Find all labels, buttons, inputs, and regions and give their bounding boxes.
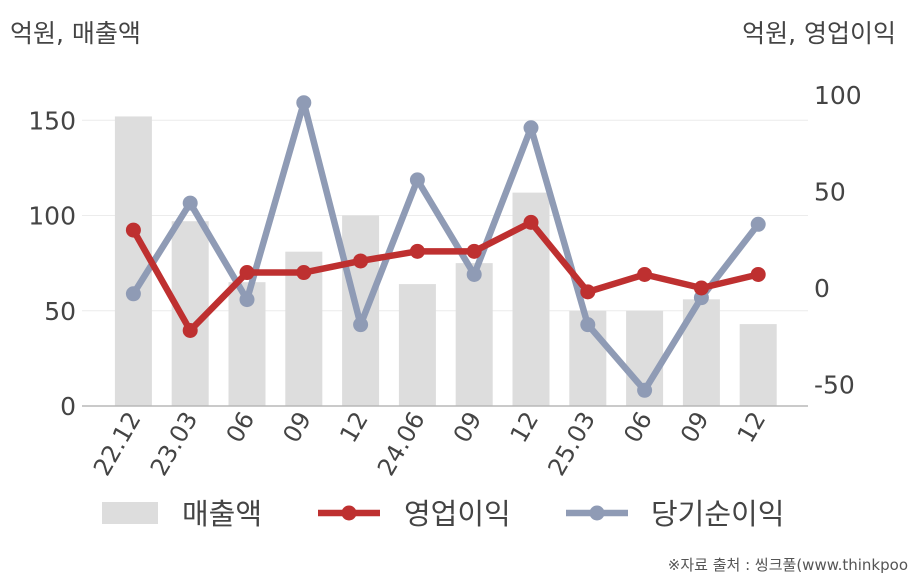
x-tick-label: 12 [505,407,545,447]
right-tick-label: 0 [814,274,830,303]
x-tick-label: 23.03 [145,407,204,481]
x-tick-label: 25.03 [542,407,601,481]
point-operating-profit [239,265,255,281]
point-operating-profit [409,243,425,259]
right-axis-unit: 억원, 영업이익 [742,19,896,48]
point-net-income [637,382,653,398]
point-net-income [466,266,482,282]
x-tick-label: 24.06 [372,407,431,481]
line-series [125,95,766,398]
x-tick-label: 12 [732,407,772,447]
x-tick-label: 09 [675,407,715,447]
point-net-income [580,317,596,333]
left-tick-label: 50 [44,297,76,326]
point-net-income [523,120,539,136]
left-tick-label: 100 [28,202,76,231]
bar-revenue [342,215,380,406]
x-tick-label: 09 [277,407,317,447]
point-operating-profit [580,284,596,300]
right-tick-label: 50 [814,178,846,207]
legend-label-revenue: 매출액 [182,497,262,531]
legend-swatch-revenue [102,502,158,524]
right-axis-ticks: -50 0 50 100 [814,81,862,400]
point-net-income [750,216,766,232]
point-operating-profit [125,222,141,238]
x-tick-label: 12 [334,407,374,447]
point-operating-profit [466,243,482,259]
bar-revenue [739,324,777,406]
point-operating-profit [353,253,369,269]
point-net-income [125,286,141,302]
point-operating-profit [296,265,312,281]
x-tick-label: 22.12 [88,407,147,481]
point-net-income [409,172,425,188]
bar-revenue [455,263,493,406]
right-tick-label: 100 [814,81,862,110]
bar-revenue [398,284,436,406]
legend-marker-operating-profit [341,505,357,521]
point-net-income [182,195,198,211]
point-operating-profit [523,214,539,230]
point-net-income [239,292,255,308]
left-tick-label: 150 [28,106,76,135]
point-operating-profit [750,266,766,282]
source-note: ※자료 출처 : 씽크풀(www.thinkpoo [667,556,908,574]
legend-label-operating-profit: 영업이익 [404,497,511,531]
left-axis-unit: 억원, 매출액 [10,19,141,48]
line-operating-profit [130,219,762,334]
point-net-income [296,95,312,111]
point-operating-profit [182,322,198,338]
point-operating-profit [693,280,709,296]
line-net-income [130,99,762,394]
x-tick-label: 06 [618,407,658,447]
legend: 매출액 영업이익 당기순이익 [102,497,784,531]
left-axis-ticks: 0 50 100 150 [28,106,76,421]
legend-label-net-income: 당기순이익 [651,497,784,531]
point-operating-profit [637,266,653,282]
bar-revenue [114,116,152,406]
x-tick-label: 06 [221,407,261,447]
right-tick-label: -50 [814,371,855,400]
bars-revenue [114,116,777,406]
legend-marker-net-income [589,505,605,521]
x-tick-label: 09 [448,407,488,447]
point-net-income [353,317,369,333]
left-tick-label: 0 [60,392,76,421]
